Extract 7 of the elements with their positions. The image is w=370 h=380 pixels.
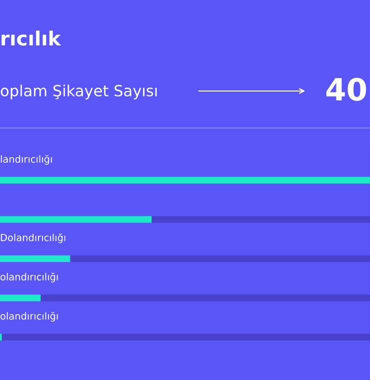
- y-tick-label: olandırıcılığı: [0, 312, 58, 322]
- y-tick-label: Dolandırıcılığı: [0, 233, 66, 244]
- chart-title: rıcılık: [2, 30, 62, 46]
- y-tick-label: landırıcılığı: [0, 154, 52, 165]
- text: oplam Şikayet Sayısı: [0, 84, 157, 100]
- y-tick-label: olandırıcılığı: [0, 272, 58, 282]
- text: 40: [326, 78, 366, 101]
